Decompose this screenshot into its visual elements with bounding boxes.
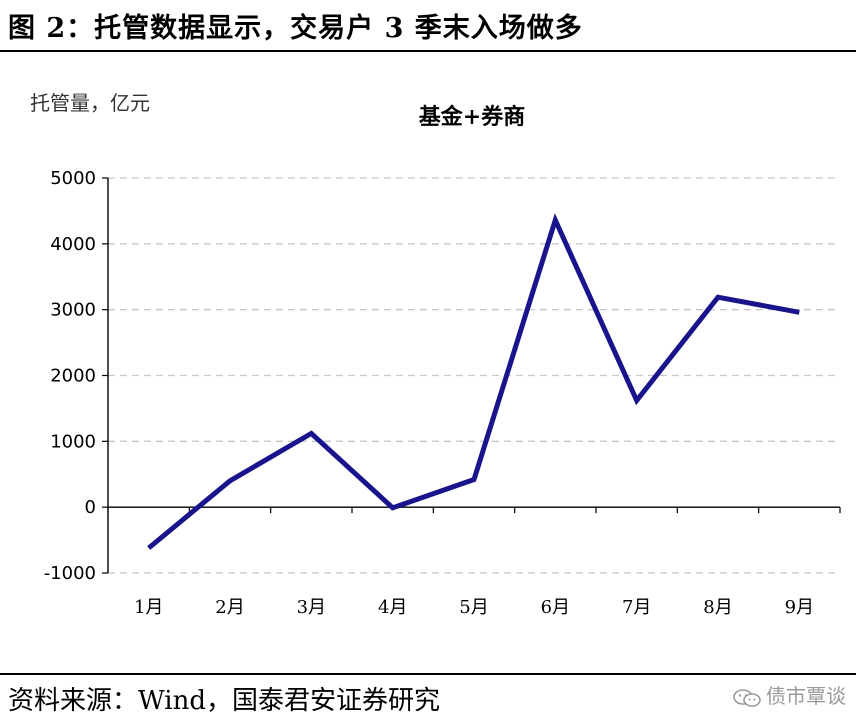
x-tick-label: 6月 <box>541 597 570 618</box>
x-tick-label: 7月 <box>622 597 651 618</box>
chart-title: 基金+券商 <box>419 104 525 130</box>
y-tick-label: 1000 <box>50 431 96 452</box>
x-tick-label: 5月 <box>459 597 488 618</box>
watermark: 债市覃谈 <box>732 680 846 709</box>
source-note: 资料来源：Wind，国泰君安证券研究 <box>8 686 440 716</box>
series-line <box>147 213 800 550</box>
x-tick-label: 3月 <box>297 597 326 618</box>
x-axis: 1月 2月 3月 4月 5月 6月 7月 8月 9月 <box>107 506 841 618</box>
bottom-rule <box>0 673 856 675</box>
top-rule <box>0 50 856 52</box>
wechat-icon <box>733 688 761 707</box>
y-tick-label: 4000 <box>50 234 96 255</box>
x-tick-label: 4月 <box>378 597 407 618</box>
x-tick-label: 9月 <box>785 597 814 618</box>
y-axis-label: 托管量，亿元 <box>30 91 150 115</box>
y-tick-label: 3000 <box>50 300 96 321</box>
y-tick-label: 5000 <box>50 168 96 189</box>
chart: 托管量，亿元 基金+券商 -1000010002000300040005000 … <box>30 91 841 618</box>
x-tick-label: 8月 <box>703 597 732 618</box>
x-tick-label: 1月 <box>134 597 163 618</box>
figure-title: 图 2：托管数据显示，交易户 3 季末入场做多 <box>8 13 583 44</box>
y-tick-label: 0 <box>85 497 96 518</box>
x-tick-label: 2月 <box>215 597 244 618</box>
y-tick-label: 2000 <box>50 366 96 387</box>
series-line-path <box>147 213 800 550</box>
watermark-text: 债市覃谈 <box>766 684 846 708</box>
y-tick-label: -1000 <box>44 563 96 584</box>
grid <box>108 177 840 574</box>
y-axis: -1000 0 1000 2000 3000 4000 5000 <box>44 168 109 584</box>
